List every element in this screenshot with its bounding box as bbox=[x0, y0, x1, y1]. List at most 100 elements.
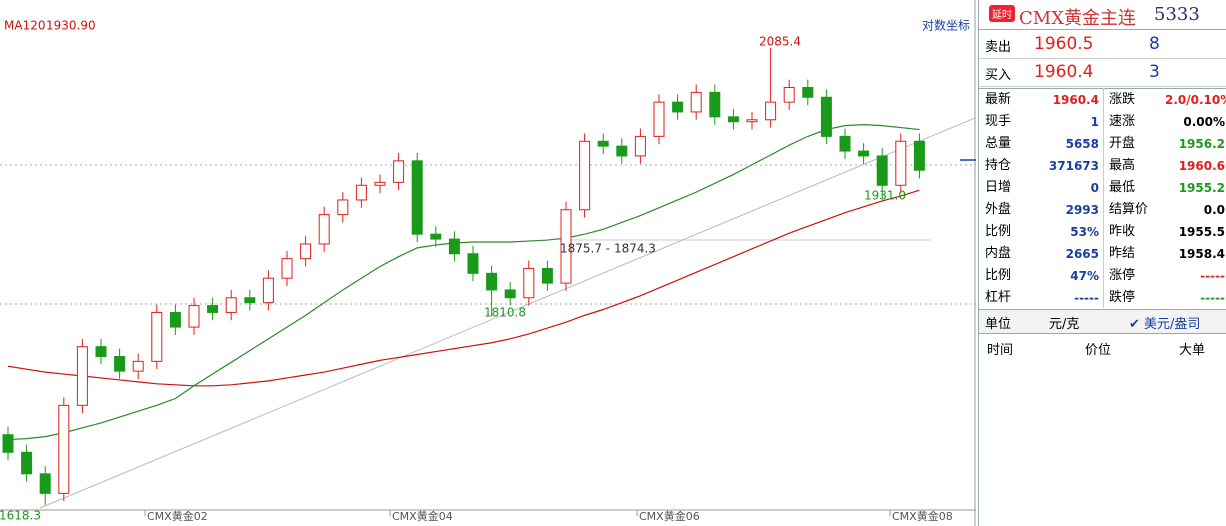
candle-body bbox=[374, 181, 386, 186]
unit-label: 单位 bbox=[985, 317, 1012, 332]
candle-body bbox=[114, 355, 126, 372]
candle-body bbox=[913, 140, 925, 171]
candle-body bbox=[58, 404, 70, 494]
quote-label: 跌停 bbox=[1109, 290, 1136, 305]
panel-header: 延时 CMX黄金主连 5333 bbox=[979, 0, 1226, 30]
quote-value: 0 bbox=[1090, 181, 1099, 195]
candle-body bbox=[802, 86, 814, 98]
quote-value: 47% bbox=[1070, 269, 1099, 283]
price-annotation: 1931.0 bbox=[864, 189, 906, 203]
candle-body bbox=[486, 272, 498, 291]
candle-body bbox=[448, 238, 460, 255]
candle-body bbox=[690, 91, 702, 113]
quote-label: 结算价 bbox=[1109, 202, 1149, 217]
candle-body bbox=[393, 160, 405, 183]
candle-body bbox=[839, 135, 851, 152]
candle-body bbox=[281, 258, 293, 279]
quote-value: 1960.4 bbox=[1052, 93, 1099, 107]
quote-value: 2.0/0.10% bbox=[1165, 93, 1226, 107]
quote-value: 1955.5 bbox=[1178, 225, 1225, 239]
candle-body bbox=[188, 305, 200, 328]
ma-legend-name: MA120 bbox=[4, 19, 45, 33]
x-tick-label: CMX黄金06 bbox=[639, 509, 700, 523]
label: 卖出 bbox=[985, 40, 1012, 55]
price-annotation: 1875.7 - 1874.3 bbox=[560, 242, 656, 256]
quote-value: 2665 bbox=[1065, 247, 1099, 261]
price: 1960.5 bbox=[1034, 34, 1094, 54]
candle-body bbox=[672, 101, 684, 113]
quote-label: 内盘 bbox=[985, 246, 1012, 261]
candle-body bbox=[318, 214, 330, 245]
ma-line bbox=[7, 124, 920, 441]
candle-body bbox=[579, 140, 591, 211]
candle-body bbox=[597, 140, 609, 147]
candle-body bbox=[653, 101, 665, 137]
col-price: 价位 bbox=[1085, 343, 1112, 358]
candle-body bbox=[783, 86, 795, 103]
unit-cny[interactable]: 元/克 bbox=[1049, 317, 1080, 332]
quote-value: 371673 bbox=[1048, 159, 1099, 173]
x-tick-label: CMX黄金04 bbox=[392, 509, 453, 523]
quote-grid: 最新 1960.4 涨跌 2.0/0.10% 现手 1 速涨 0.00% 总量 5658 开盘 195… bbox=[979, 88, 1226, 310]
volume: 8 bbox=[1149, 34, 1160, 54]
price-annotation: 2085.4 bbox=[759, 35, 801, 49]
quote-value: 5658 bbox=[1065, 137, 1099, 151]
sell-row: 卖出 1960.5 8 bbox=[979, 31, 1226, 59]
quote-label: 日增 bbox=[985, 180, 1012, 195]
x-tick-label: CMX黄金08 bbox=[892, 509, 953, 523]
quote-value: ----- bbox=[1200, 269, 1225, 283]
quote-value: 2993 bbox=[1065, 203, 1099, 217]
x-tick-label: CMX黄金02 bbox=[147, 509, 208, 523]
quote-value: 1958.4 bbox=[1178, 247, 1225, 261]
quote-label: 最低 bbox=[1109, 180, 1136, 195]
candle-body bbox=[207, 305, 219, 313]
candle-body bbox=[132, 360, 144, 372]
candle-body bbox=[95, 346, 107, 357]
quote-label: 昨结 bbox=[1109, 246, 1136, 261]
candle-body bbox=[858, 150, 870, 157]
separator bbox=[1103, 88, 1104, 308]
quote-value: ----- bbox=[1074, 291, 1099, 305]
quote-value: 1960.6 bbox=[1178, 159, 1225, 173]
candle-body bbox=[21, 451, 33, 475]
candle-body bbox=[262, 277, 274, 304]
quote-value: 1955.2 bbox=[1178, 181, 1225, 195]
quote-label: 现手 bbox=[985, 114, 1012, 129]
instrument-title: CMX黄金主连 bbox=[1019, 8, 1137, 29]
candle-body bbox=[411, 160, 423, 235]
log-scale-toggle[interactable]: 对数坐标 bbox=[922, 18, 970, 33]
candle-body bbox=[876, 155, 888, 186]
label: 买入 bbox=[985, 68, 1012, 83]
candle-body bbox=[727, 116, 739, 123]
candle-body bbox=[430, 233, 442, 240]
quote-value: 53% bbox=[1070, 225, 1099, 239]
instrument-code: 5333 bbox=[1154, 4, 1200, 25]
candle-body bbox=[541, 267, 553, 284]
quote-label: 外盘 bbox=[985, 202, 1012, 217]
quote-label: 开盘 bbox=[1109, 136, 1136, 151]
quote-label: 总量 bbox=[985, 136, 1012, 151]
quote-label: 最新 bbox=[985, 92, 1012, 107]
price-annotation: 1618.3 bbox=[0, 509, 41, 523]
quote-label: 涨停 bbox=[1109, 268, 1136, 283]
quote-label: 杠杆 bbox=[985, 290, 1012, 305]
candle-body bbox=[2, 434, 14, 453]
candle-body bbox=[895, 140, 907, 186]
unit-row: 单位 元/克 ✔ 美元/盎司 bbox=[979, 310, 1226, 334]
price: 1960.4 bbox=[1034, 62, 1094, 82]
volume: 3 bbox=[1149, 62, 1160, 82]
candle-body bbox=[560, 209, 572, 284]
delay-badge: 延时 bbox=[989, 5, 1015, 22]
chart: MA120 1930.90 对数坐标 2085.4 1875.7 - 1874.3… bbox=[0, 0, 976, 526]
candle-body bbox=[355, 184, 367, 201]
unit-usd[interactable]: ✔ 美元/盎司 bbox=[1129, 317, 1201, 332]
quote-value: 0.0 bbox=[1203, 203, 1225, 217]
trades-header: 时间 价位 大单 bbox=[979, 336, 1226, 358]
candle-body bbox=[76, 346, 88, 406]
candle-body bbox=[467, 253, 479, 274]
trend-line bbox=[39, 117, 976, 509]
candle-body bbox=[709, 91, 721, 118]
buy-row: 买入 1960.4 3 bbox=[979, 59, 1226, 87]
quote-label: 涨跌 bbox=[1109, 92, 1136, 107]
